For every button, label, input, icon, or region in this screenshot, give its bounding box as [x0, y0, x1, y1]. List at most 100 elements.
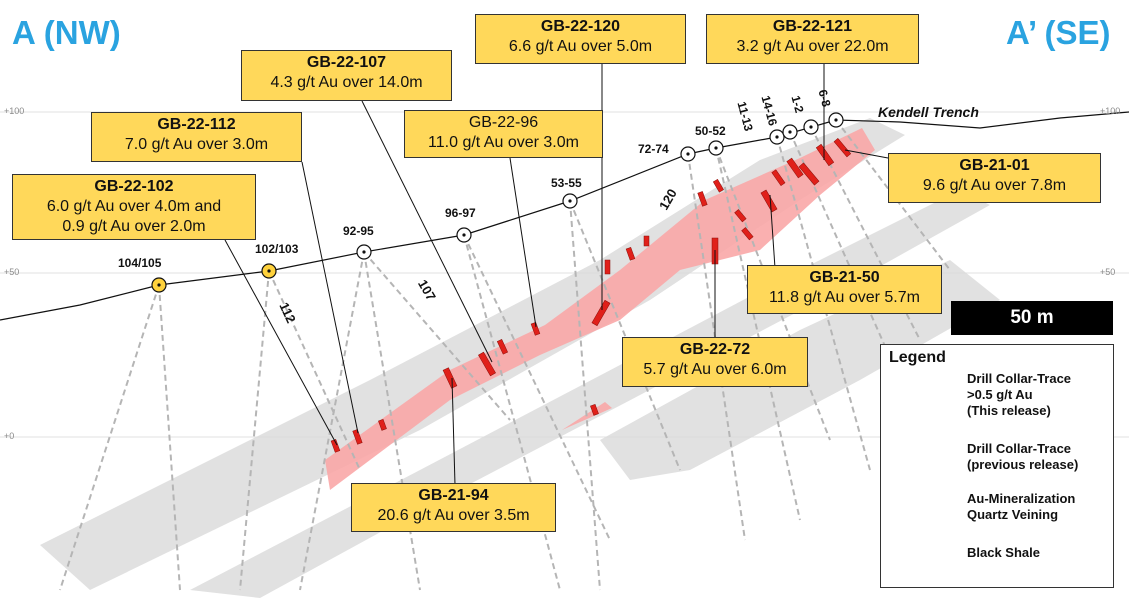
intercept: [590, 403, 599, 416]
leader-gb-22-102: [224, 239, 338, 446]
drill-trace-104-105a: [158, 284, 181, 591]
collar-label-104-105: 104/105: [118, 256, 162, 270]
callout-hole-id: GB-22-102: [94, 178, 174, 195]
elevation-label-100-right: +100: [1100, 106, 1121, 116]
callout-hole-id: GB-21-01: [959, 157, 1030, 174]
callout-grade: 20.6 g/t Au over 3.5m: [377, 507, 530, 524]
collar-dot: [362, 250, 366, 254]
legend-item-label-2: (previous release): [967, 457, 1079, 472]
legend-item-label: Drill Collar-Trace: [967, 441, 1072, 456]
section-end-left: A (NW): [12, 14, 121, 51]
drill-trace-50-52: [715, 147, 831, 441]
intercept: [734, 209, 747, 223]
callout-hole-id: GB-21-94: [418, 487, 489, 504]
drill-trace-92-95b: [363, 251, 421, 591]
legend-item-label-2: Quartz Veining: [967, 507, 1059, 522]
section-end-right: A’ (SE): [1006, 14, 1111, 51]
leader-gb-22-107: [361, 100, 493, 363]
collar-dot: [714, 146, 718, 150]
leader-gb-21-01: [844, 149, 889, 159]
callout-gb-21-01: GB-21-01 9.6 g/t Au over 7.8m: [888, 153, 1101, 203]
legend-item-mineralization: Au-Mineralization Quartz Veining: [967, 491, 1075, 523]
legend-item-new-collar: Drill Collar-Trace >0.5 g/t Au (This rel…: [967, 371, 1071, 419]
drill-trace-92-95c: [363, 251, 511, 421]
callout-grade-2: 0.9 g/t Au over 2.0m: [62, 218, 206, 235]
callout-grade: 7.0 g/t Au over 3.0m: [124, 136, 269, 153]
legend-title: Legend: [889, 349, 946, 366]
intercept: [771, 169, 786, 187]
callout-hole-id: GB-22-72: [679, 341, 751, 358]
callout-hole-id: GB-22-96: [468, 114, 539, 131]
collar-dot: [267, 269, 271, 273]
callout-gb-22-120: GB-22-120 6.6 g/t Au over 5.0m: [475, 14, 686, 64]
elevation-label-0: +0: [4, 431, 15, 441]
drill-trace-102-103b: [239, 270, 270, 591]
legend-item-prev-collar: Drill Collar-Trace (previous release): [967, 441, 1078, 473]
callout-hole-id: GB-22-107: [306, 54, 387, 71]
collar-dot: [462, 233, 466, 237]
intercept: [786, 157, 804, 179]
legend-item-label: Drill Collar-Trace: [967, 371, 1072, 386]
callout-gb-22-112: GB-22-112 7.0 g/t Au over 3.0m: [91, 112, 302, 162]
legend-item-shale: Black Shale: [967, 545, 1040, 561]
collar-dot: [809, 125, 813, 129]
intercept: [712, 178, 724, 193]
intercept: [643, 235, 650, 247]
collar-label-92-95: 92-95: [343, 224, 374, 238]
callout-gb-21-94: GB-21-94 20.6 g/t Au over 3.5m: [351, 483, 556, 532]
collars-previous-release: [356, 112, 844, 260]
intercept: [478, 351, 496, 377]
intercept: [378, 418, 387, 431]
elevation-label-50-right: +50: [1100, 267, 1116, 277]
trench-label: Kendell Trench: [878, 104, 979, 120]
intercept: [496, 339, 509, 355]
drill-trace-50-52b: [715, 147, 801, 521]
elevation-label-100: +100: [4, 106, 25, 116]
intercept: [591, 299, 611, 327]
collar-dot: [568, 199, 572, 203]
callout-grade: 3.2 g/t Au over 22.0m: [736, 38, 889, 55]
legend: Legend Drill Collar-Trace >0.5 g/t Au (T…: [880, 344, 1114, 588]
callout-grade: 9.6 g/t Au over 7.8m: [922, 177, 1067, 194]
drill-trace-102-103: [268, 270, 361, 471]
callout-grade: 5.7 g/t Au over 6.0m: [643, 361, 787, 378]
callout-grade: 6.0 g/t Au over 4.0m and: [46, 198, 222, 215]
collar-dot: [788, 130, 792, 134]
legend-item-label: Au-Mineralization: [967, 491, 1076, 506]
collar-label-53-55: 53-55: [551, 176, 582, 190]
intercept: [330, 439, 341, 453]
drill-trace-104-105b: [59, 284, 160, 591]
legend-item-label-3: (This release): [967, 403, 1051, 418]
callout-hole-id: GB-22-112: [157, 116, 236, 133]
intercept: [760, 189, 778, 213]
drill-trace-96-97a: [463, 234, 561, 591]
leader-gb-22-112: [301, 161, 359, 434]
callout-grade: 4.3 g/t Au over 14.0m: [270, 74, 423, 91]
callout-gb-22-72: GB-22-72 5.7 g/t Au over 6.0m: [622, 337, 808, 387]
legend-item-label-2: >0.5 g/t Au: [967, 387, 1033, 402]
callout-gb-22-102: GB-22-102 6.0 g/t Au over 4.0m and 0.9 g…: [12, 174, 256, 240]
collar-label-96-97: 96-97: [445, 206, 476, 220]
collar-dot: [157, 283, 161, 287]
callout-gb-22-121: GB-22-121 3.2 g/t Au over 22.0m: [706, 14, 919, 64]
drill-trace-92-95a: [299, 251, 365, 591]
callout-hole-id: GB-22-120: [540, 18, 621, 35]
collar-dot: [686, 152, 690, 156]
drill-trace-53-55: [569, 200, 601, 591]
collars-this-release: [151, 263, 277, 293]
collar-dot: [834, 118, 838, 122]
intercept: [798, 162, 820, 186]
intercept: [442, 367, 458, 389]
intercept: [625, 247, 636, 261]
legend-item-label: Black Shale: [967, 545, 1040, 560]
drill-trace-96-97b: [463, 234, 611, 541]
callout-hole-id: GB-22-121: [772, 18, 853, 35]
callout-gb-22-107: GB-22-107 4.3 g/t Au over 14.0m: [241, 50, 452, 101]
callout-leaders: [224, 64, 889, 486]
intercept: [530, 322, 541, 336]
intercept: [741, 227, 754, 241]
leader-gb-21-94: [451, 377, 456, 486]
callout-grade: 6.6 g/t Au over 5.0m: [508, 38, 653, 55]
scale-bar: 50 m: [951, 301, 1113, 335]
